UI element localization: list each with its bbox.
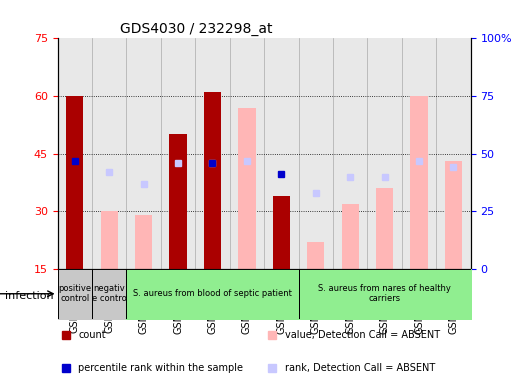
Text: negativ
e contro: negativ e contro — [92, 284, 127, 303]
Text: value, Detection Call = ABSENT: value, Detection Call = ABSENT — [285, 330, 440, 340]
Text: S. aureus from nares of healthy
carriers: S. aureus from nares of healthy carriers — [318, 284, 451, 303]
Bar — [307, 242, 324, 269]
Bar — [411, 96, 428, 269]
Bar — [204, 92, 221, 269]
Text: positive
control: positive control — [58, 284, 92, 303]
Text: S. aureus from blood of septic patient: S. aureus from blood of septic patient — [133, 289, 292, 298]
Bar — [135, 215, 152, 269]
Text: rank, Detection Call = ABSENT: rank, Detection Call = ABSENT — [285, 362, 435, 373]
Bar — [66, 96, 83, 269]
Text: infection: infection — [5, 291, 54, 301]
Bar — [445, 161, 462, 269]
Bar — [169, 134, 187, 269]
Text: percentile rank within the sample: percentile rank within the sample — [78, 362, 243, 373]
Bar — [272, 196, 290, 269]
Text: GDS4030 / 232298_at: GDS4030 / 232298_at — [119, 22, 272, 36]
Bar — [342, 204, 359, 269]
Bar — [238, 108, 256, 269]
Text: count: count — [78, 330, 106, 340]
Bar — [100, 211, 118, 269]
Bar — [376, 188, 393, 269]
